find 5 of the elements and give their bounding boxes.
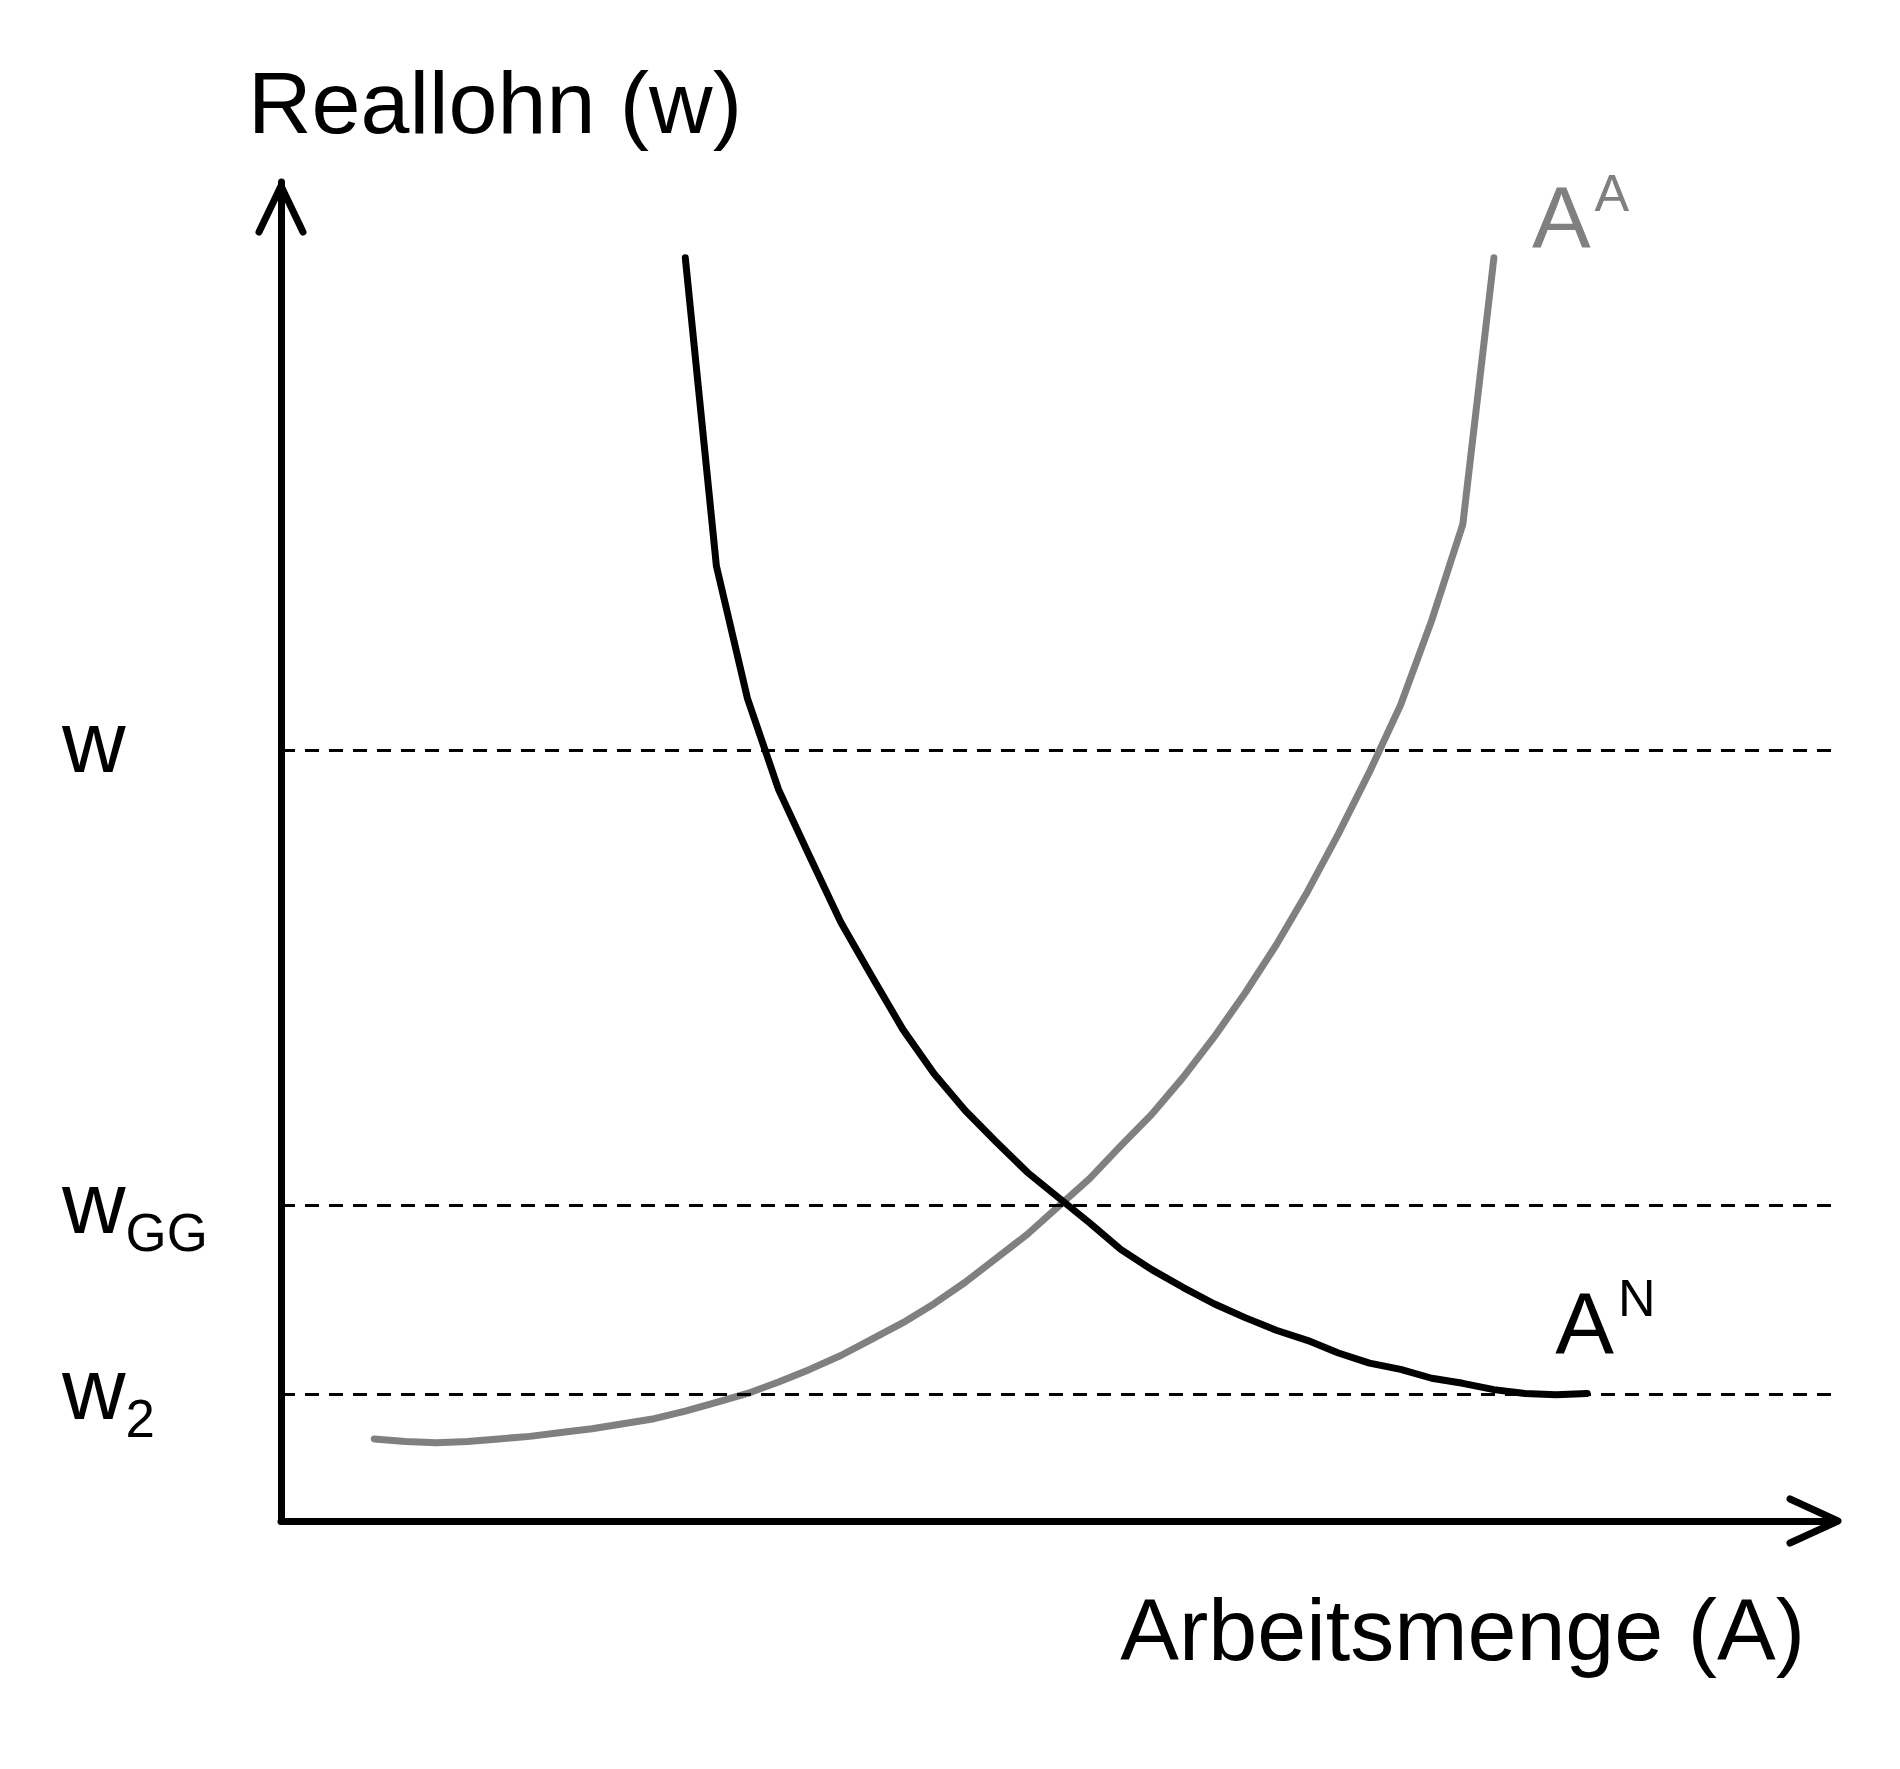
x-axis-title: Arbeitsmenge (A) xyxy=(1120,1579,1806,1679)
ref-line-label: w xyxy=(62,691,126,791)
ref-line-label: w$_{2}$ xyxy=(62,1338,155,1449)
ref-line-label: w$_{GG}$ xyxy=(62,1152,208,1263)
y-axis-title: Reallohn (w) xyxy=(248,52,742,152)
